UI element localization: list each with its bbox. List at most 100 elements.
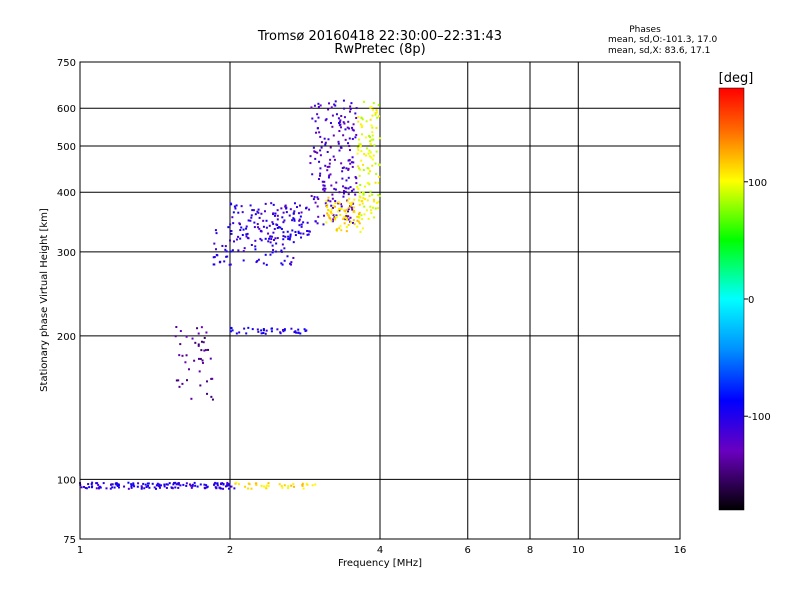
data-point <box>257 208 260 211</box>
data-point <box>369 205 372 208</box>
data-point <box>342 134 345 137</box>
data-point <box>272 222 275 225</box>
data-point <box>232 211 235 214</box>
data-point <box>375 201 378 204</box>
data-point <box>295 331 298 334</box>
data-point <box>165 483 168 486</box>
data-point <box>314 201 317 204</box>
data-point <box>355 116 358 119</box>
data-point <box>229 250 232 253</box>
data-point <box>344 128 347 131</box>
data-point <box>251 328 254 331</box>
data-point <box>326 150 329 153</box>
data-point <box>116 484 119 487</box>
data-point <box>177 379 180 382</box>
data-point <box>335 216 338 219</box>
data-point <box>241 233 244 236</box>
data-point <box>375 150 378 153</box>
data-point <box>334 200 337 203</box>
data-point <box>137 482 140 485</box>
data-point <box>345 217 348 220</box>
data-point <box>323 214 326 217</box>
data-point <box>258 227 261 230</box>
data-point <box>283 329 286 332</box>
data-point <box>356 152 359 155</box>
data-point <box>341 167 344 170</box>
data-point <box>347 215 350 218</box>
data-point <box>368 155 371 158</box>
data-point <box>328 162 331 165</box>
data-point <box>334 188 337 191</box>
data-point <box>315 131 318 134</box>
data-point <box>276 237 279 240</box>
x-tick-label: 1 <box>77 545 83 556</box>
data-point <box>327 214 330 217</box>
data-point <box>269 235 272 238</box>
data-point <box>325 118 328 121</box>
data-point <box>348 127 351 130</box>
data-point <box>358 191 361 194</box>
data-point <box>265 484 268 487</box>
data-point <box>172 483 175 486</box>
data-point <box>255 482 258 485</box>
data-point <box>317 198 320 201</box>
data-point <box>341 170 344 173</box>
data-point <box>213 242 216 245</box>
data-point <box>249 204 252 207</box>
data-point <box>256 328 259 331</box>
data-point <box>363 213 366 216</box>
data-point <box>348 144 351 147</box>
data-point <box>289 233 292 236</box>
data-point <box>329 173 332 176</box>
data-point <box>201 361 204 364</box>
data-point <box>360 159 363 162</box>
data-point <box>350 221 353 224</box>
data-point <box>352 202 355 205</box>
data-point <box>246 232 249 235</box>
data-point <box>326 203 329 206</box>
data-point <box>333 158 336 161</box>
data-point <box>359 230 362 233</box>
data-point <box>329 146 332 149</box>
data-point <box>294 230 297 233</box>
data-point <box>267 482 270 485</box>
data-point <box>366 182 369 185</box>
colorbar-tick-label: -100 <box>748 412 771 423</box>
data-point <box>198 370 201 373</box>
data-point <box>325 221 328 224</box>
data-point <box>85 487 88 490</box>
data-point <box>181 354 184 357</box>
data-point <box>171 487 174 490</box>
data-point <box>331 197 334 200</box>
data-point <box>297 230 300 233</box>
data-point <box>368 183 371 186</box>
data-point <box>313 104 316 107</box>
data-point <box>292 217 295 220</box>
data-point <box>342 166 345 169</box>
data-point <box>282 211 285 214</box>
data-point <box>225 484 228 487</box>
data-point <box>349 149 352 152</box>
data-point <box>256 210 259 213</box>
data-point <box>356 185 359 188</box>
colorbar-tick-label: 0 <box>748 295 754 306</box>
data-point <box>218 486 221 489</box>
stats-line-o: mean, sd,O:-101.3, 17.0 <box>608 35 718 45</box>
data-point <box>372 154 375 157</box>
data-point <box>306 483 309 486</box>
x-tick-label: 16 <box>674 545 687 556</box>
data-point <box>354 176 357 179</box>
data-point <box>216 484 219 487</box>
y-tick-label: 400 <box>57 188 76 199</box>
data-point <box>345 226 348 229</box>
data-point <box>376 116 379 119</box>
data-point <box>242 259 245 262</box>
data-point <box>323 184 326 187</box>
data-point <box>361 133 364 136</box>
data-point <box>117 486 120 489</box>
data-point <box>254 213 257 216</box>
data-point <box>291 219 294 222</box>
data-point <box>254 239 257 242</box>
colorbar-tick-label: 100 <box>748 178 767 189</box>
data-point <box>213 263 216 266</box>
